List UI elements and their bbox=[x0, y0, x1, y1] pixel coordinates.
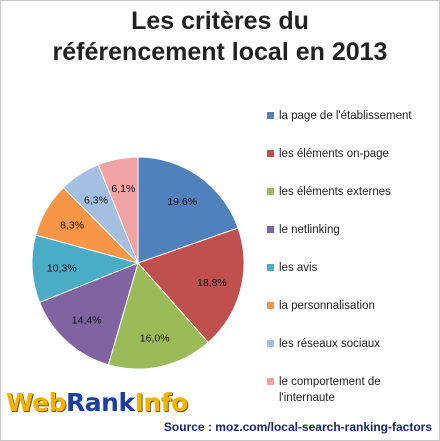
legend-item-2: les éléments on-page bbox=[267, 146, 437, 162]
logo-text-info: Info bbox=[134, 388, 189, 417]
legend-item-6: la personnalisation bbox=[267, 298, 437, 314]
legend-item-7: les réseaux sociaux bbox=[267, 336, 437, 352]
legend-label-6: la personnalisation bbox=[279, 300, 375, 312]
chart-title-line-2: référencement local en 2013 bbox=[52, 38, 388, 66]
logo-text-rank: Rank bbox=[66, 388, 135, 417]
legend-swatch-7 bbox=[267, 340, 274, 347]
pie-value-label-2: 18,8% bbox=[197, 277, 227, 289]
legend-swatch-5 bbox=[267, 264, 274, 271]
chart-legend: la page de l'établissement les éléments o… bbox=[267, 108, 437, 428]
webrankinfo-logo: WebRankInfo bbox=[6, 388, 188, 418]
pie-slice-8 bbox=[97, 156, 139, 264]
legend-item-4: le netlinking bbox=[267, 222, 437, 238]
legend-item-5: les avis bbox=[267, 260, 437, 276]
pie-value-label-4: 14,4% bbox=[72, 315, 102, 327]
pie-value-label-7: 6,3% bbox=[84, 194, 108, 206]
legend-label-8: le comportement de l'internaute bbox=[279, 376, 381, 404]
logo-text-web: Web bbox=[6, 388, 67, 417]
legend-item-8: le comportement de l'internaute bbox=[267, 374, 437, 406]
legend-swatch-6 bbox=[267, 302, 274, 309]
pie-value-label-3: 16,0% bbox=[140, 333, 170, 345]
legend-label-3: les éléments externes bbox=[279, 186, 391, 198]
legend-swatch-4 bbox=[267, 226, 274, 233]
legend-label-5: les avis bbox=[279, 262, 318, 274]
legend-item-1: la page de l'établissement bbox=[267, 108, 437, 124]
legend-swatch-1 bbox=[267, 112, 274, 119]
chart-title-line-1: Les critères du bbox=[131, 7, 309, 35]
pie-slice-4 bbox=[38, 262, 139, 366]
legend-label-7: les réseaux sociaux bbox=[279, 338, 380, 350]
pie-slice-3 bbox=[107, 261, 209, 370]
legend-item-3: les éléments externes bbox=[267, 184, 437, 200]
pie-value-label-6: 8,3% bbox=[60, 220, 84, 232]
legend-swatch-3 bbox=[267, 188, 274, 195]
pie-slice-5 bbox=[31, 234, 140, 304]
legend-swatch-8 bbox=[267, 378, 274, 385]
chart-title: Les critères du référencement local en 2… bbox=[0, 6, 440, 68]
legend-label-4: le netlinking bbox=[279, 224, 340, 236]
pie-value-labels: 19,6% 18,8% 16,0% 14,4% 10,3% 8,3% 6,3%6,1% bbox=[47, 183, 227, 344]
legend-swatch-2 bbox=[267, 150, 274, 157]
pie-slice-2 bbox=[137, 227, 245, 344]
pie-value-label-8: 6,1% bbox=[111, 183, 135, 195]
pie-value-label-1: 19,6% bbox=[167, 196, 197, 208]
pie-value-label-5: 10,3% bbox=[47, 262, 77, 274]
legend-label-2: les éléments on-page bbox=[279, 148, 389, 160]
source-note: Source : moz.com/local-search-ranking-fa… bbox=[163, 420, 432, 434]
pie-slices bbox=[31, 156, 245, 370]
legend-label-1: la page de l'établissement bbox=[279, 110, 412, 122]
